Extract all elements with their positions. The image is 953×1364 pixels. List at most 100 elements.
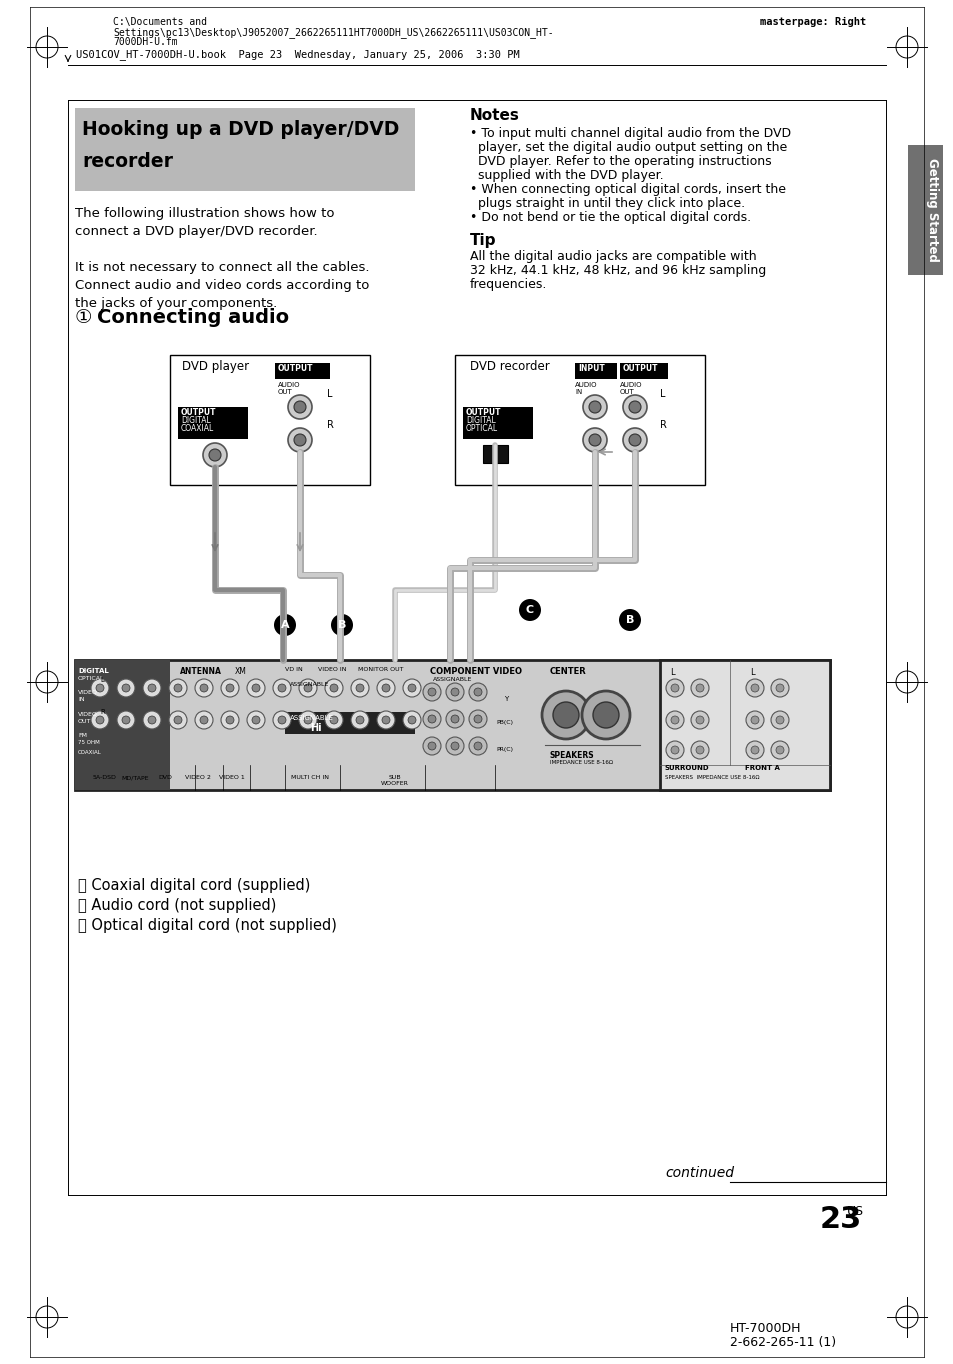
Circle shape xyxy=(622,396,646,419)
Circle shape xyxy=(247,679,265,697)
Text: COMPONENT VIDEO: COMPONENT VIDEO xyxy=(430,667,521,677)
Text: Connect audio and video cords according to: Connect audio and video cords according … xyxy=(75,280,369,292)
Circle shape xyxy=(770,711,788,728)
Text: PB(C): PB(C) xyxy=(496,720,513,726)
Circle shape xyxy=(775,746,783,754)
Circle shape xyxy=(670,716,679,724)
Text: Ⓑ Audio cord (not supplied): Ⓑ Audio cord (not supplied) xyxy=(78,898,276,913)
Text: VD IN: VD IN xyxy=(285,667,302,672)
Circle shape xyxy=(593,702,618,728)
Text: VIDEO: VIDEO xyxy=(78,690,98,696)
Text: 32 kHz, 44.1 kHz, 48 kHz, and 96 kHz sampling: 32 kHz, 44.1 kHz, 48 kHz, and 96 kHz sam… xyxy=(470,265,765,277)
Circle shape xyxy=(221,711,239,728)
Text: SPEAKERS: SPEAKERS xyxy=(550,752,594,760)
Circle shape xyxy=(518,599,540,621)
Circle shape xyxy=(355,683,364,692)
Circle shape xyxy=(670,746,679,754)
Circle shape xyxy=(173,716,182,724)
Text: AUDIO: AUDIO xyxy=(619,382,641,387)
Circle shape xyxy=(446,683,463,701)
Text: • Do not bend or tie the optical digital cords.: • Do not bend or tie the optical digital… xyxy=(470,211,750,224)
Circle shape xyxy=(582,396,606,419)
Circle shape xyxy=(474,687,481,696)
Text: MULTI CH IN: MULTI CH IN xyxy=(291,775,329,780)
Bar xyxy=(285,712,415,734)
Circle shape xyxy=(200,683,208,692)
Circle shape xyxy=(247,711,265,728)
Circle shape xyxy=(330,716,337,724)
Text: FM: FM xyxy=(78,732,87,738)
Circle shape xyxy=(422,711,440,728)
Bar xyxy=(75,660,829,790)
Text: R: R xyxy=(327,420,334,430)
Text: R: R xyxy=(659,420,666,430)
Text: All the digital audio jacks are compatible with: All the digital audio jacks are compatib… xyxy=(470,250,756,263)
Text: US: US xyxy=(846,1204,863,1218)
Circle shape xyxy=(122,683,130,692)
Circle shape xyxy=(696,746,703,754)
Text: OUT: OUT xyxy=(619,389,634,396)
Text: B: B xyxy=(337,621,346,630)
Circle shape xyxy=(690,679,708,697)
Text: US01COV_HT-7000DH-U.book  Page 23  Wednesday, January 25, 2006  3:30 PM: US01COV_HT-7000DH-U.book Page 23 Wednesd… xyxy=(76,49,519,60)
Circle shape xyxy=(274,614,295,636)
Bar xyxy=(75,660,170,790)
Circle shape xyxy=(775,716,783,724)
Circle shape xyxy=(252,683,260,692)
Text: OUTPUT: OUTPUT xyxy=(622,364,658,372)
Circle shape xyxy=(96,683,104,692)
Text: HT-7000DH: HT-7000DH xyxy=(729,1322,801,1335)
Circle shape xyxy=(381,716,390,724)
Circle shape xyxy=(408,716,416,724)
Bar xyxy=(659,660,829,790)
Text: COAXIAL: COAXIAL xyxy=(181,424,214,432)
Circle shape xyxy=(428,715,436,723)
Circle shape xyxy=(298,679,316,697)
Circle shape xyxy=(422,737,440,756)
Text: IMPEDANCE USE 8-16Ω: IMPEDANCE USE 8-16Ω xyxy=(550,760,613,765)
Text: ANTENNA: ANTENNA xyxy=(180,667,222,677)
Text: IN: IN xyxy=(78,697,85,702)
Text: frequencies.: frequencies. xyxy=(470,278,547,291)
Circle shape xyxy=(588,401,600,413)
Text: Notes: Notes xyxy=(470,108,519,123)
Text: recorder: recorder xyxy=(82,151,172,170)
Text: DVD player. Refer to the operating instructions: DVD player. Refer to the operating instr… xyxy=(470,155,771,168)
Text: 23: 23 xyxy=(820,1204,862,1234)
Text: FRONT A: FRONT A xyxy=(744,765,779,771)
Circle shape xyxy=(122,716,130,724)
Text: SPEAKERS  IMPEDANCE USE 8-16Ω: SPEAKERS IMPEDANCE USE 8-16Ω xyxy=(664,775,759,780)
Text: XM: XM xyxy=(234,667,247,677)
Circle shape xyxy=(376,679,395,697)
Bar xyxy=(178,406,248,439)
Circle shape xyxy=(381,683,390,692)
Circle shape xyxy=(428,687,436,696)
Circle shape xyxy=(273,711,291,728)
Text: DIGITAL: DIGITAL xyxy=(181,416,211,426)
Text: continued: continued xyxy=(664,1166,733,1180)
Circle shape xyxy=(750,746,759,754)
Circle shape xyxy=(252,716,260,724)
Circle shape xyxy=(351,679,369,697)
Text: L: L xyxy=(749,668,754,677)
Circle shape xyxy=(325,711,343,728)
Circle shape xyxy=(582,428,606,451)
Circle shape xyxy=(665,741,683,758)
Text: Ⓒ Optical digital cord (not supplied): Ⓒ Optical digital cord (not supplied) xyxy=(78,918,336,933)
Text: IN: IN xyxy=(575,389,581,396)
Text: PR(C): PR(C) xyxy=(496,747,513,752)
Circle shape xyxy=(451,715,458,723)
Text: SURROUND: SURROUND xyxy=(664,765,709,771)
Bar xyxy=(170,355,370,486)
Text: masterpage: Right: masterpage: Right xyxy=(760,16,865,27)
Circle shape xyxy=(169,711,187,728)
Text: the jacks of your components.: the jacks of your components. xyxy=(75,297,277,310)
Circle shape xyxy=(775,683,783,692)
Bar xyxy=(619,363,667,379)
Circle shape xyxy=(428,742,436,750)
Circle shape xyxy=(588,434,600,446)
Circle shape xyxy=(221,679,239,697)
Text: L: L xyxy=(669,668,674,677)
Bar xyxy=(455,355,704,486)
Circle shape xyxy=(696,683,703,692)
